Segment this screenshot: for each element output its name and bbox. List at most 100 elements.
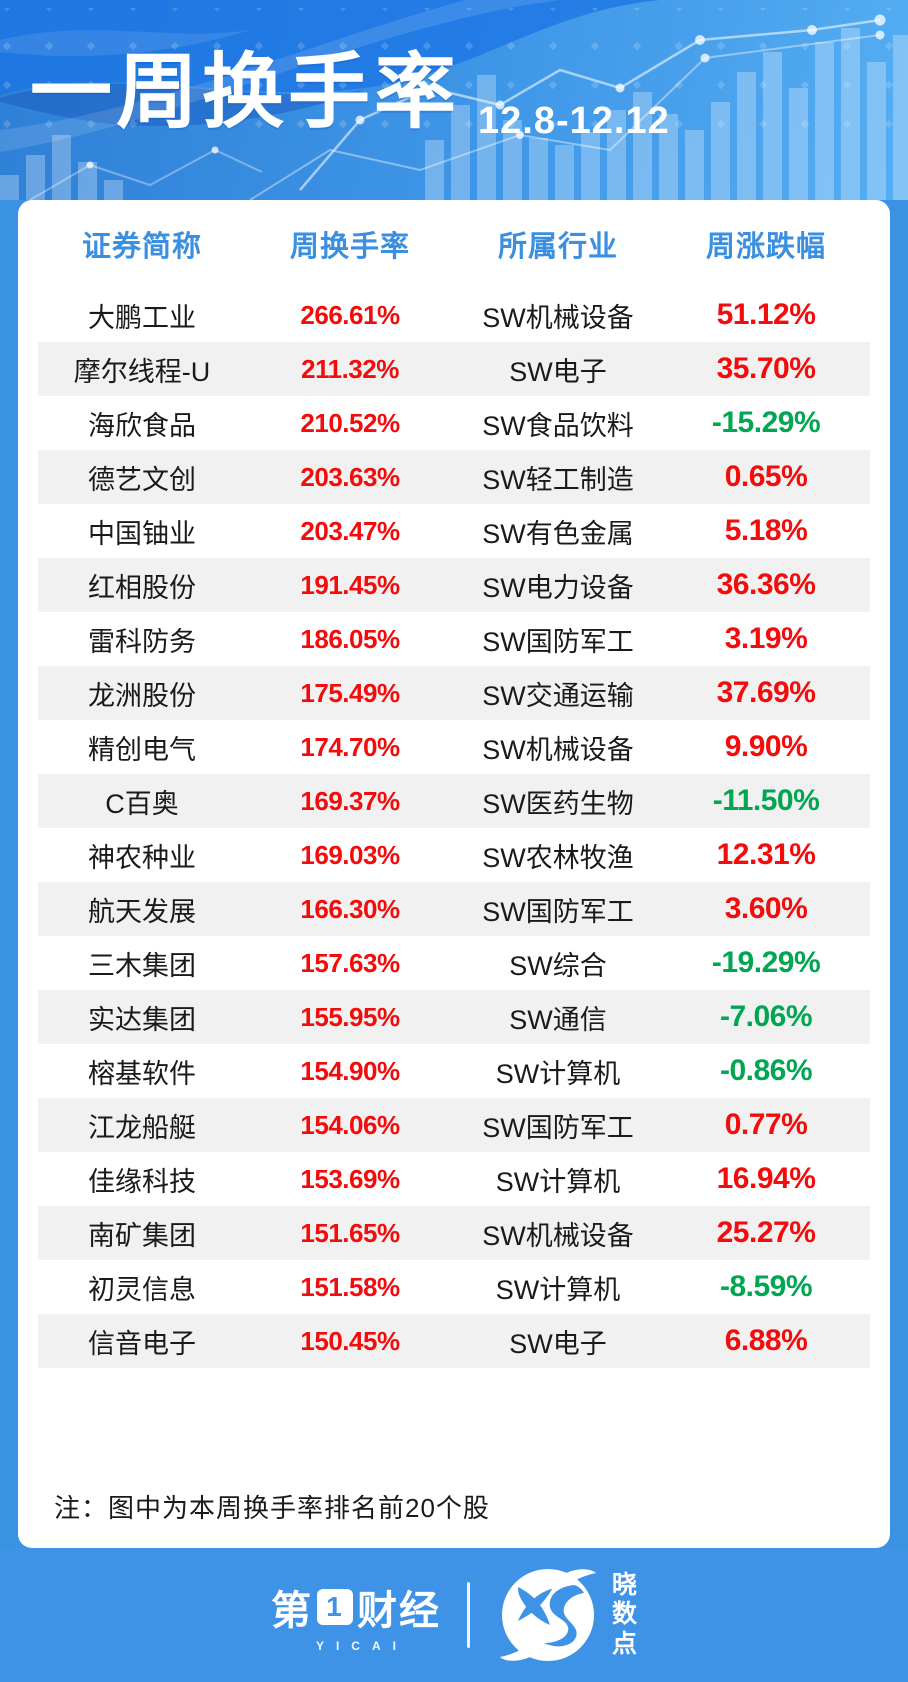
turnover-rate-cell: 211.32%	[301, 353, 399, 384]
table-row: 神农种业 169.03% SW农林牧渔 12.31%	[38, 828, 870, 882]
xiaoshudian-logo: 晓 数 点	[496, 1563, 637, 1667]
turnover-rate-cell: 166.30%	[300, 893, 400, 924]
stock-name-cell: 江龙船艇	[88, 1112, 196, 1143]
industry-cell: SW国防军工	[482, 1112, 634, 1143]
weekly-change-cell: 16.94%	[716, 1162, 816, 1195]
industry-cell: SW机械设备	[482, 734, 634, 765]
table-row: 中国铀业 203.47% SW有色金属 5.18%	[38, 504, 870, 558]
page-title: 一周换手率	[30, 47, 461, 138]
stock-name-cell: 摩尔线程-U	[73, 356, 211, 387]
industry-cell: SW计算机	[495, 1274, 621, 1305]
yicai-logo-wordmark: 第 1 财经	[271, 1578, 441, 1636]
table-header-row: 证券简称 周换手率 所属行业 周涨跌幅	[38, 212, 870, 276]
table-row: 龙洲股份 175.49% SW交通运输 37.69%	[38, 666, 870, 720]
turnover-rate-cell: 157.63%	[300, 947, 400, 978]
header-decoration	[0, 0, 908, 200]
yicai-char: 第	[270, 1588, 313, 1633]
weekly-change-cell: 36.36%	[716, 568, 816, 601]
weekly-change-cell: 3.60%	[724, 892, 808, 925]
stock-name-cell: 航天发展	[88, 896, 196, 927]
industry-cell: SW机械设备	[482, 302, 634, 333]
header-banner: 一周换手率 12.8-12.12	[0, 0, 908, 200]
column-header-turnover: 周换手率	[289, 231, 410, 263]
industry-cell: SW医药生物	[482, 788, 634, 819]
table-row: 三木集团 157.63% SW综合 -19.29%	[38, 936, 870, 990]
industry-cell: SW电力设备	[482, 572, 634, 603]
weekly-change-cell: 37.69%	[716, 676, 816, 709]
stock-name-cell: C百奥	[105, 788, 179, 819]
weekly-change-cell: -0.86%	[719, 1054, 813, 1087]
industry-cell: SW综合	[509, 950, 607, 981]
turnover-rate-cell: 153.69%	[300, 1163, 400, 1194]
turnover-rate-cell: 266.61%	[300, 299, 400, 330]
weekly-change-cell: 25.27%	[716, 1216, 816, 1249]
weekly-change-cell: 35.70%	[716, 352, 816, 385]
weekly-change-cell: -15.29%	[711, 406, 821, 439]
turnover-rate-cell: 169.03%	[300, 839, 400, 870]
yicai-logo: 第 1 财经 YICAI	[271, 1578, 441, 1653]
table-card: 证券简称 周换手率 所属行业 周涨跌幅 大鹏工业 266.61% SW机械设备 …	[18, 200, 890, 1548]
table-row: 榕基软件 154.90% SW计算机 -0.86%	[38, 1044, 870, 1098]
industry-cell: SW交通运输	[482, 680, 634, 711]
yicai-char: 财经	[356, 1588, 441, 1633]
stock-name-cell: 大鹏工业	[88, 302, 196, 333]
line-chart-decoration	[29, 14, 886, 200]
table-row: 南矿集团 151.65% SW机械设备 25.27%	[38, 1206, 870, 1260]
industry-cell: SW电子	[509, 1328, 607, 1359]
industry-cell: SW轻工制造	[482, 464, 634, 495]
industry-cell: SW国防军工	[482, 896, 634, 927]
turnover-rate-cell: 175.49%	[300, 677, 400, 708]
turnover-rate-cell: 203.63%	[300, 461, 400, 492]
column-header-change: 周涨跌幅	[705, 231, 826, 263]
turnover-rate-cell: 186.05%	[300, 623, 400, 654]
weekly-change-cell: -19.29%	[711, 946, 821, 979]
footer-brand-bar: 第 1 财经 YICAI	[0, 1548, 908, 1682]
footer-divider	[466, 1582, 470, 1648]
turnover-rate-cell: 151.58%	[300, 1271, 400, 1302]
weekly-change-cell: 51.12%	[716, 298, 816, 331]
yicai-logo-en: YICAI	[315, 1638, 408, 1653]
stock-name-cell: 佳缘科技	[88, 1166, 196, 1197]
column-header-industry: 所属行业	[497, 231, 618, 263]
stock-name-cell: 三木集团	[88, 950, 196, 981]
table-row: 航天发展 166.30% SW国防军工 3.60%	[38, 882, 870, 936]
stock-name-cell: 红相股份	[88, 572, 196, 603]
yicai-one-badge: 1	[316, 1588, 353, 1625]
industry-cell: SW有色金属	[482, 518, 634, 549]
weekly-change-cell: 6.88%	[724, 1324, 808, 1357]
table-row: 德艺文创 203.63% SW轻工制造 0.65%	[38, 450, 870, 504]
xsd-char: 晓	[611, 1570, 637, 1599]
turnover-rate-cell: 150.45%	[300, 1325, 400, 1356]
industry-cell: SW计算机	[495, 1058, 621, 1089]
turnover-rate-cell: 155.95%	[300, 1001, 400, 1032]
turnover-rate-cell: 154.06%	[300, 1109, 400, 1140]
table-row: 海欣食品 210.52% SW食品饮料 -15.29%	[38, 396, 870, 450]
xsd-char: 点	[611, 1629, 637, 1658]
stock-name-cell: 德艺文创	[88, 464, 196, 495]
weekly-change-cell: 0.65%	[724, 460, 808, 493]
dot-grid-decoration	[0, 8, 908, 158]
table-row: 佳缘科技 153.69% SW计算机 16.94%	[38, 1152, 870, 1206]
table-row: 江龙船艇 154.06% SW国防军工 0.77%	[38, 1098, 870, 1152]
industry-cell: SW农林牧渔	[482, 842, 634, 873]
table-row: 雷科防务 186.05% SW国防军工 3.19%	[38, 612, 870, 666]
weekly-change-cell: 5.18%	[724, 514, 808, 547]
stock-name-cell: 精创电气	[88, 734, 196, 765]
industry-cell: SW电子	[509, 356, 607, 387]
table-row: 摩尔线程-U 211.32% SW电子 35.70%	[38, 342, 870, 396]
stock-name-cell: 实达集团	[88, 1004, 196, 1035]
weekly-change-cell: -8.59%	[719, 1270, 813, 1303]
table-row: 精创电气 174.70% SW机械设备 9.90%	[38, 720, 870, 774]
turnover-rate-cell: 151.65%	[300, 1217, 400, 1248]
industry-cell: SW国防军工	[482, 626, 634, 657]
stock-name-cell: 神农种业	[88, 842, 196, 873]
turnover-rate-cell: 203.47%	[300, 515, 400, 546]
stock-name-cell: 中国铀业	[88, 518, 196, 549]
stock-name-cell: 信音电子	[88, 1328, 196, 1359]
weekly-change-cell: 3.19%	[724, 622, 808, 655]
weekly-change-cell: 9.90%	[724, 730, 808, 763]
industry-cell: SW食品饮料	[482, 410, 634, 441]
turnover-rate-cell: 191.45%	[300, 569, 400, 600]
xiaoshudian-wordmark: 晓 数 点	[612, 1571, 637, 1660]
